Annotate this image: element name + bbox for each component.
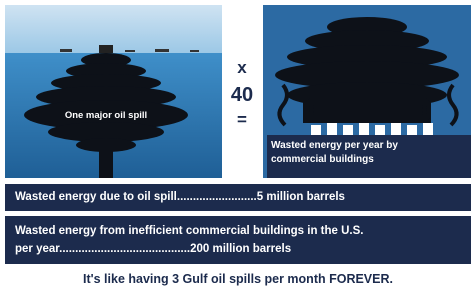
footer: It's like having 3 Gulf oil spills per m… [5,272,471,286]
left-label: One major oil spill [65,110,147,121]
multiplier-equals: = [222,110,262,130]
left-panel: One major oil spill [5,5,222,178]
multiplier-symbol: x [222,58,262,78]
row-text: per year................................… [15,240,461,258]
row: Wasted energy due to oil spill..........… [5,184,471,211]
oil-spill-illustration: One major oil spill [5,5,222,178]
right-label: Wasted energy per year by commercial bui… [271,139,431,167]
row-text: Wasted energy due to oil spill..........… [15,184,461,211]
page: {"left_panel": {"label": "One major oil … [0,0,476,307]
row-text: Wasted energy from inefficient commercia… [15,222,461,240]
right-panel: Wasted energy per year by commercial bui… [263,5,471,178]
row: Wasted energy from inefficient commercia… [5,216,471,264]
multiplier-number: 40 [222,84,262,107]
